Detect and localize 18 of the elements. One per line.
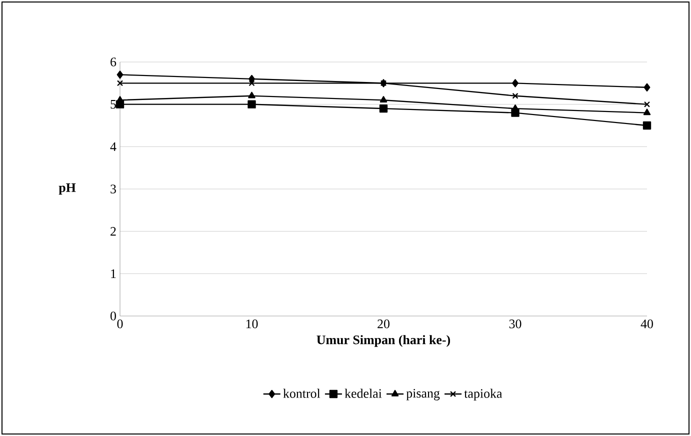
- x-tick-label: 0: [117, 320, 123, 328]
- x-tick-label: 40: [640, 320, 653, 328]
- x-tick-label: 30: [509, 320, 522, 328]
- legend-label: pisang: [406, 388, 440, 400]
- y-tick-label: 1: [111, 269, 116, 278]
- y-tick-label: 3: [110, 184, 116, 194]
- legend-label: kedelai: [344, 388, 382, 398]
- y-tick-label: 6: [110, 58, 116, 66]
- x-axis-title: Umur Simpan (hari ke-): [316, 335, 450, 347]
- y-tick-label: 2: [110, 227, 116, 236]
- legend-label: tapioka: [464, 388, 502, 400]
- x-tick-label: 20: [378, 320, 390, 328]
- y-tick-label: 5: [110, 100, 116, 109]
- x-tick-label: 10: [246, 320, 258, 328]
- legend-label: kontrol: [283, 388, 320, 398]
- y-tick-label: 0: [110, 312, 116, 320]
- y-tick-label: 4: [110, 142, 116, 151]
- y-axis-title: pH: [58, 183, 76, 195]
